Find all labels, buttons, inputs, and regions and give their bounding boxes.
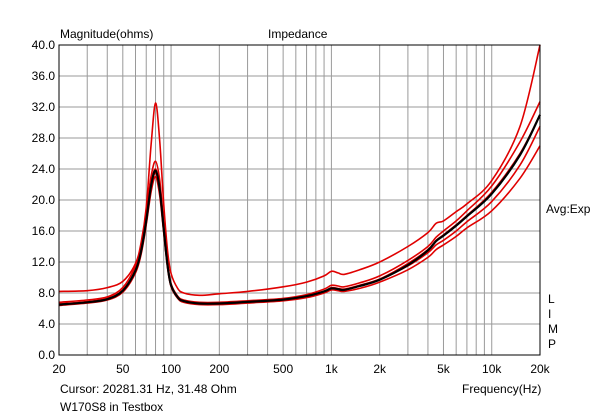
y-tick-label: 8.0 — [38, 286, 55, 300]
x-tick-label: 200 — [209, 362, 229, 376]
y-tick-label: 32.0 — [32, 100, 56, 114]
avg-label: Avg:Exp — [546, 202, 591, 216]
x-tick-label: 10k — [482, 362, 502, 376]
grid — [58, 44, 541, 356]
x-tick-label: 20k — [530, 362, 550, 376]
limp-letter: M — [548, 322, 558, 336]
y-tick-label: 40.0 — [32, 38, 56, 52]
chart-title: Impedance — [268, 27, 328, 41]
limp-letter: I — [548, 307, 552, 321]
x-tick-label: 1k — [325, 362, 339, 376]
series-line-6 — [58, 114, 541, 306]
limp-letter: P — [548, 337, 557, 351]
x-tick-label: 500 — [273, 362, 293, 376]
x-tick-label: 2k — [373, 362, 387, 376]
x-tick-label: 50 — [116, 362, 130, 376]
limp-label: L I M P — [548, 292, 558, 352]
plot-frame — [58, 44, 541, 356]
series-line-5 — [58, 145, 541, 307]
cursor-readout: Cursor: 20281.31 Hz, 31.48 Ohm — [60, 382, 237, 396]
limp-letter: L — [548, 292, 555, 306]
x-axis-label: Frequency(Hz) — [462, 382, 542, 396]
x-tick-label: 100 — [161, 362, 181, 376]
series-group — [58, 44, 541, 307]
y-tick-label: 20.0 — [32, 193, 56, 207]
x-tick-label: 20 — [52, 362, 66, 376]
y-tick-label: 28.0 — [32, 131, 56, 145]
y-tick-label: 24.0 — [32, 162, 56, 176]
measurement-name: W170S8 in Testbox — [60, 400, 164, 414]
y-tick-label: 36.0 — [32, 69, 56, 83]
y-tick-label: 12.0 — [32, 255, 56, 269]
x-tick-label: 5k — [437, 362, 451, 376]
y-tick-label: 16.0 — [32, 224, 56, 238]
y-tick-label: 0.0 — [38, 348, 55, 362]
y-axis-label: Magnitude(ohms) — [60, 27, 154, 41]
series-line-1 — [58, 44, 541, 297]
y-tick-label: 4.0 — [38, 317, 55, 331]
